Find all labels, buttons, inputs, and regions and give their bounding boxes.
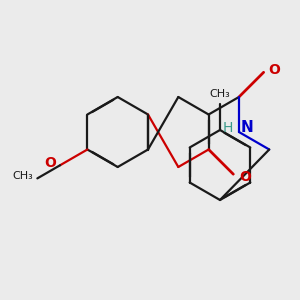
Text: H: H [223, 121, 233, 135]
Text: O: O [44, 156, 56, 170]
Text: N: N [241, 121, 254, 136]
Text: CH₃: CH₃ [210, 89, 230, 99]
Text: O: O [239, 170, 251, 184]
Text: CH₃: CH₃ [13, 171, 33, 182]
Text: O: O [269, 63, 280, 77]
